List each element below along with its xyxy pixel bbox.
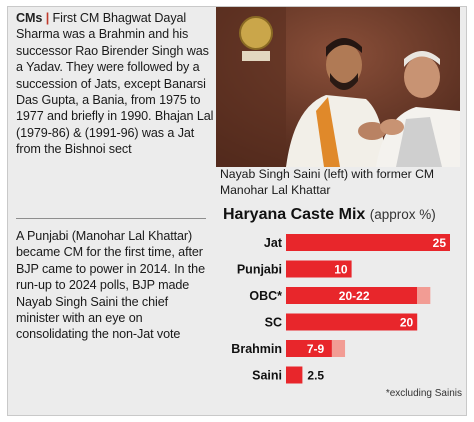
category-label-jat: Jat (264, 236, 283, 250)
bar-brahmin (286, 340, 332, 357)
punjabi-cm-paragraph: A Punjabi (Manohar Lal Khattar) became C… (16, 229, 205, 342)
data-label-sc: 20 (400, 316, 414, 330)
chart-title: Haryana Caste Mix (approx %) (223, 206, 436, 224)
data-label-jat: 25 (433, 236, 447, 250)
category-label-punjabi: Punjabi (237, 263, 282, 277)
bar-range-brahmin (331, 340, 346, 357)
data-label-obc: 20-22 (339, 289, 370, 303)
cms-paragraph: First CM Bhagwat Dayal Sharma was a Brah… (16, 11, 214, 157)
bar-punjabi (286, 260, 352, 278)
news-photo (216, 7, 460, 167)
category-label-brahmin: Brahmin (231, 342, 282, 356)
bar-jat (286, 234, 450, 251)
bar-sc (286, 313, 418, 331)
bar-saini (286, 366, 303, 384)
cms-tag: CMs (16, 11, 43, 25)
cms-history-text: CMs | First CM Bhagwat Dayal Sharma was … (16, 10, 214, 158)
chart-title-main: Haryana Caste Mix (223, 206, 366, 223)
category-label-sc: SC (265, 316, 282, 330)
data-label-punjabi: 10 (334, 263, 348, 277)
photo-caption: Nayab Singh Saini (left) with former CM … (220, 167, 435, 197)
category-label-saini: Saini (252, 369, 282, 383)
bar-obc (286, 287, 418, 304)
chart-footnote: *excluding Sainis (385, 388, 462, 399)
data-label-saini: 2.5 (307, 369, 324, 383)
section-divider (16, 218, 206, 219)
cms-separator: | (45, 11, 50, 25)
category-label-obc: OBC* (249, 289, 282, 303)
data-label-brahmin: 7-9 (307, 342, 325, 356)
chart-subtitle: (approx %) (369, 207, 436, 222)
bar-range-obc (417, 287, 431, 304)
caste-mix-chart: Jat 25 Punjabi 10 OBC* 20-22 SC 20 Brahmin 7-9 Sai… (231, 234, 450, 384)
